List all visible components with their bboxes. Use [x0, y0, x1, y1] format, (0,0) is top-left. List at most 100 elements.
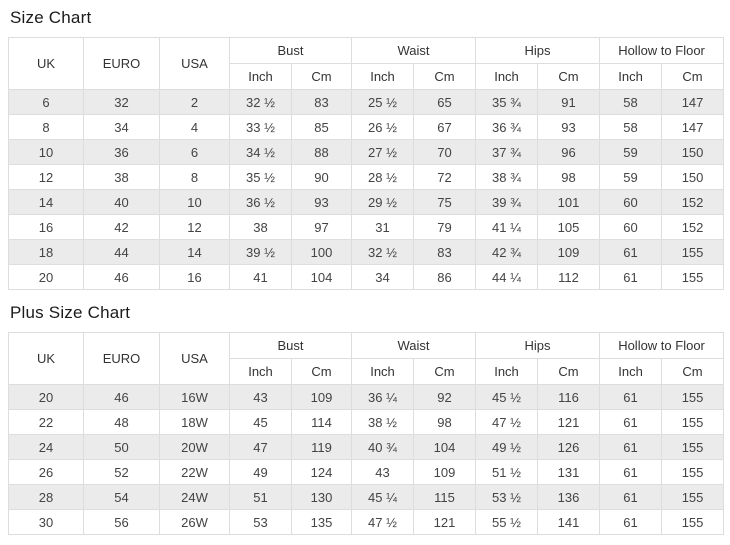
table-row: 14 40 10 36 ½ 93 29 ½ 75 39 ¾ 101 60 152 — [8, 189, 725, 215]
table-row: 6 32 2 32 ½ 83 25 ½ 65 35 ¾ 91 58 147 — [8, 89, 725, 115]
table-cell: 38 — [229, 214, 292, 240]
table-cell: 112 — [537, 264, 601, 290]
table-cell: 38 ¾ — [475, 164, 539, 190]
table-cell: 53 — [229, 509, 292, 535]
table-cell: 131 — [537, 459, 601, 485]
table-row: 12 38 8 35 ½ 90 28 ½ 72 38 ¾ 98 59 150 — [8, 164, 725, 190]
plus-size-chart-body: 20 46 16W 43 109 36 ¼ 92 45 ½ 116 61 155 22 48 18W 45 1… — [8, 384, 725, 535]
size-chart-body: 6 32 2 32 ½ 83 25 ½ 65 35 ¾ 91 58 147 8 34 4 33 ½ 85 26 … — [8, 89, 725, 290]
table-cell: 53 ½ — [475, 484, 539, 510]
table-row: 20 46 16 41 104 34 86 44 ¼ 112 61 155 — [8, 264, 725, 290]
table-cell: 90 — [290, 164, 353, 190]
table-cell: 34 — [351, 264, 415, 290]
table-cell: 40 ¾ — [351, 434, 415, 460]
table-row: 22 48 18W 45 114 38 ½ 98 47 ½ 121 61 155 — [8, 409, 725, 435]
table-cell: 152 — [661, 214, 725, 240]
table-cell: 26 — [8, 459, 84, 485]
col-subheader-hollow-inch: Inch — [599, 63, 663, 90]
table-cell: 49 ½ — [475, 434, 539, 460]
table-cell: 155 — [661, 409, 725, 435]
table-row: 26 52 22W 49 124 43 109 51 ½ 131 61 155 — [8, 459, 725, 485]
table-cell: 38 — [83, 164, 160, 190]
col-subheader-hips-inch: Inch — [475, 63, 539, 90]
table-row: 8 34 4 33 ½ 85 26 ½ 67 36 ¾ 93 58 147 — [8, 114, 725, 140]
col-group-bust: Bust — [228, 332, 353, 359]
col-subheader-waist-inch: Inch — [351, 63, 415, 90]
plus-size-chart-table: UK EURO USA Bust Waist Hips Hollow to Fl… — [8, 332, 725, 535]
table-cell: 47 — [229, 434, 292, 460]
table-cell: 121 — [537, 409, 601, 435]
table-cell: 150 — [661, 164, 725, 190]
table-cell: 61 — [599, 484, 663, 510]
table-cell: 43 — [351, 459, 415, 485]
table-cell: 65 — [413, 89, 477, 115]
size-chart-header: UK EURO USA Bust Waist Hips Hollow to Fl… — [8, 37, 725, 90]
table-cell: 51 — [229, 484, 292, 510]
table-cell: 85 — [290, 114, 353, 140]
table-cell: 93 — [537, 114, 601, 140]
table-cell: 25 ½ — [351, 89, 415, 115]
table-cell: 61 — [599, 434, 663, 460]
table-cell: 98 — [537, 164, 601, 190]
col-header-uk: UK — [8, 37, 84, 90]
table-cell: 83 — [290, 89, 353, 115]
table-cell: 16 — [8, 214, 84, 240]
table-cell: 98 — [413, 409, 477, 435]
header-group-row: UK EURO USA Bust Waist Hips Hollow to Fl… — [8, 37, 725, 90]
table-cell: 54 — [83, 484, 160, 510]
table-cell: 155 — [661, 384, 725, 410]
table-cell: 55 ½ — [475, 509, 539, 535]
table-cell: 79 — [413, 214, 477, 240]
table-cell: 14 — [159, 239, 230, 265]
table-cell: 47 ½ — [475, 409, 539, 435]
table-cell: 104 — [413, 434, 477, 460]
table-cell: 31 — [351, 214, 415, 240]
col-subheader-waist-cm: Cm — [413, 358, 477, 385]
table-cell: 14 — [8, 189, 84, 215]
col-group-hips: Hips — [475, 332, 601, 359]
table-cell: 86 — [413, 264, 477, 290]
table-cell: 20W — [159, 434, 230, 460]
table-cell: 37 ¾ — [475, 139, 539, 165]
table-cell: 2 — [159, 89, 230, 115]
table-cell: 8 — [8, 114, 84, 140]
col-subheader-hollow-cm: Cm — [661, 358, 725, 385]
col-subheader-waist-cm: Cm — [413, 63, 477, 90]
table-cell: 97 — [290, 214, 353, 240]
table-cell: 109 — [413, 459, 477, 485]
table-cell: 96 — [537, 139, 601, 165]
table-cell: 10 — [8, 139, 84, 165]
col-subheader-hips-cm: Cm — [537, 358, 601, 385]
table-cell: 20 — [8, 264, 84, 290]
table-cell: 35 ½ — [229, 164, 292, 190]
table-cell: 18W — [159, 409, 230, 435]
table-cell: 39 ½ — [229, 239, 292, 265]
col-group-hollow-to-floor: Hollow to Floor — [599, 332, 725, 359]
table-row: 24 50 20W 47 119 40 ¾ 104 49 ½ 126 61 155 — [8, 434, 725, 460]
col-subheader-waist-inch: Inch — [351, 358, 415, 385]
table-cell: 49 — [229, 459, 292, 485]
header-sub-row: Inch Cm Inch Cm Inch Cm Inch Cm — [9, 358, 725, 385]
table-cell: 150 — [661, 139, 725, 165]
table-cell: 30 — [8, 509, 84, 535]
table-cell: 109 — [537, 239, 601, 265]
table-cell: 28 ½ — [351, 164, 415, 190]
table-cell: 155 — [661, 434, 725, 460]
table-cell: 29 ½ — [351, 189, 415, 215]
table-cell: 130 — [290, 484, 353, 510]
col-subheader-hollow-inch: Inch — [599, 358, 663, 385]
table-cell: 35 ¾ — [475, 89, 539, 115]
table-cell: 26W — [159, 509, 230, 535]
table-cell: 12 — [8, 164, 84, 190]
table-cell: 22W — [159, 459, 230, 485]
table-cell: 72 — [413, 164, 477, 190]
table-cell: 18 — [8, 239, 84, 265]
col-group-bust: Bust — [228, 37, 353, 64]
table-cell: 75 — [413, 189, 477, 215]
table-cell: 24W — [159, 484, 230, 510]
col-group-hips: Hips — [475, 37, 601, 64]
table-cell: 28 — [8, 484, 84, 510]
table-cell: 43 — [229, 384, 292, 410]
table-cell: 152 — [661, 189, 725, 215]
